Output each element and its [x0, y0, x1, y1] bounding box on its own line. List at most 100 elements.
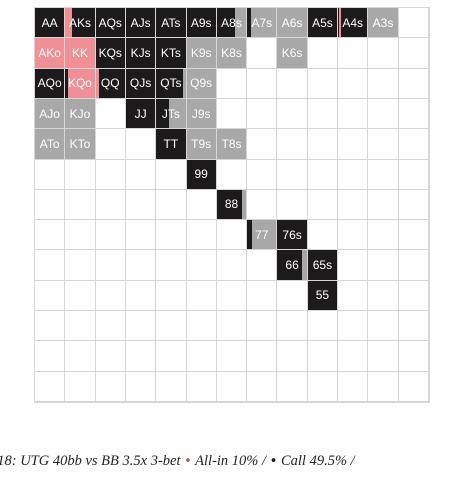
hand-cell-a4s: A4s	[338, 8, 369, 39]
hand-cell-k9s-fold-band	[186, 38, 216, 68]
hand-label: AA	[41, 15, 58, 30]
empty-hand-cell	[125, 189, 157, 221]
empty-hand-cell	[156, 341, 187, 372]
hand-cell-ajo-fold-band	[35, 98, 65, 129]
empty-hand-cell	[277, 341, 308, 372]
hand-cell-ajs: AJs	[125, 8, 157, 39]
hand-label: A7s	[251, 15, 273, 30]
hand-cell-a4s-call-band	[340, 8, 368, 38]
empty-hand-cell	[398, 129, 429, 160]
hand-label: KQo	[67, 76, 92, 91]
hand-label: KJs	[130, 45, 151, 60]
hand-label: A9s	[190, 15, 212, 30]
hand-label: AKo	[38, 45, 61, 60]
hand-cell-k8s-fold-band	[216, 38, 247, 68]
empty-hand-cell	[277, 159, 308, 190]
empty-hand-cell	[338, 341, 369, 372]
hand-cell-t8s: T8s	[216, 129, 248, 160]
empty-hand-cell	[338, 280, 369, 312]
hand-cell-aks-allin-band	[65, 8, 72, 38]
chart-caption: 318: UTG 40bb vs BB 3.5x 3-bet • All-in …	[0, 452, 456, 471]
hand-cell-jts-fold-band	[169, 98, 186, 129]
empty-hand-cell	[307, 38, 339, 69]
empty-hand-cell	[398, 311, 429, 342]
empty-hand-cell	[35, 250, 66, 281]
caption-call-label: Call 49.5% /	[280, 453, 355, 469]
empty-hand-cell	[277, 189, 308, 221]
empty-hand-cell	[338, 68, 369, 99]
hand-cell-a8s-call-band	[216, 8, 235, 38]
empty-hand-cell	[186, 311, 217, 342]
hand-cell-a6s: A6s	[277, 8, 308, 39]
hand-cell-ako-allin-band	[35, 38, 65, 68]
hand-cell-99-call-band	[186, 159, 216, 189]
empty-hand-cell	[95, 220, 126, 251]
empty-hand-cell	[125, 220, 157, 251]
hand-cell-ako: AKo	[35, 38, 66, 69]
hand-label: K9s	[190, 45, 212, 60]
hand-cell-q9s: Q9s	[186, 68, 217, 99]
hand-label: AJs	[130, 15, 151, 30]
hand-cell-kqo: KQo	[65, 68, 96, 99]
hand-cell-ajs-call-band	[125, 8, 156, 38]
empty-hand-cell	[65, 220, 96, 251]
empty-hand-cell	[307, 371, 339, 402]
empty-hand-cell	[216, 341, 248, 372]
empty-hand-cell	[125, 280, 157, 312]
hand-cell-a5s: A5s	[307, 8, 339, 39]
hand-cell-aqs-call-band	[95, 8, 125, 38]
empty-hand-cell	[216, 250, 248, 281]
hand-cell-qts-call-band	[156, 68, 183, 98]
hand-label: K8s	[221, 45, 242, 60]
hand-label: AKs	[68, 15, 91, 30]
empty-hand-cell	[307, 129, 339, 160]
hand-label: AQs	[98, 15, 122, 30]
hand-cell-a8s: A8s	[216, 8, 248, 39]
empty-hand-cell	[398, 341, 429, 372]
empty-hand-cell	[338, 189, 369, 221]
hand-label: K6s	[281, 45, 303, 60]
hand-label: KK	[71, 45, 88, 60]
hand-cell-kjo: KJo	[65, 98, 96, 130]
hand-cell-77: 77	[247, 220, 278, 251]
empty-hand-cell	[186, 280, 217, 312]
empty-hand-cell	[156, 220, 187, 251]
empty-hand-cell	[368, 98, 399, 130]
empty-hand-cell	[368, 68, 399, 99]
hand-cell-k6s-fold-band	[277, 38, 307, 68]
hand-cell-a3s-fold-band	[368, 8, 398, 38]
empty-hand-cell	[398, 280, 429, 312]
hand-cell-88: 88	[216, 189, 248, 221]
hand-label: A8s	[221, 15, 242, 30]
empty-hand-cell	[95, 280, 126, 312]
empty-hand-cell	[338, 371, 369, 402]
empty-hand-cell	[95, 250, 126, 281]
hand-cell-76s-call-band	[277, 220, 307, 250]
empty-hand-cell	[35, 280, 66, 312]
hand-cell-88-fold-band	[241, 189, 247, 220]
hand-label: 55	[315, 288, 330, 303]
empty-hand-cell	[338, 38, 369, 69]
empty-hand-cell	[338, 129, 369, 160]
call-legend-dot: •	[269, 454, 278, 469]
empty-hand-cell	[247, 189, 278, 221]
empty-hand-cell	[125, 341, 157, 372]
hand-cell-65s: 65s	[307, 250, 339, 281]
hand-cell-a5s-call-band	[307, 8, 338, 38]
hand-cell-kk: KK	[65, 38, 96, 69]
hand-label: KQs	[98, 45, 122, 60]
empty-hand-cell	[368, 189, 399, 221]
empty-hand-cell	[277, 280, 308, 312]
hand-cell-jts: JTs	[156, 98, 187, 130]
hand-cell-66: 66	[277, 250, 308, 281]
hand-cell-77-call-band	[247, 220, 253, 250]
empty-hand-cell	[368, 250, 399, 281]
empty-hand-cell	[368, 371, 399, 402]
empty-hand-cell	[247, 311, 278, 342]
empty-hand-cell	[368, 129, 399, 160]
empty-hand-cell	[35, 220, 66, 251]
empty-hand-cell	[95, 189, 126, 221]
hand-cell-jj-call-band	[125, 98, 156, 129]
hand-cell-kqo-allin-band	[68, 68, 95, 98]
hand-label: 66	[285, 258, 299, 273]
